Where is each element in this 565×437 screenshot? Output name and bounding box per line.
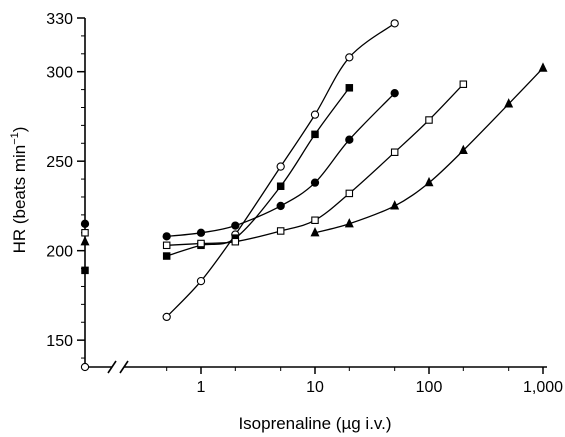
open-square-marker: [459, 80, 468, 88]
series-markers: [80, 19, 548, 372]
filled-square-marker: [311, 130, 319, 139]
filled-triangle-marker: [80, 235, 90, 246]
axis-break-mark: [119, 360, 129, 374]
open-circle-marker: [310, 110, 320, 119]
x-tick-label: 100: [416, 379, 443, 396]
series-curves: [166, 22, 544, 318]
filled-circle-marker: [80, 219, 90, 228]
filled-square-marker: [345, 84, 354, 92]
open-square-marker: [162, 241, 171, 250]
filled-triangle-curve: [314, 67, 544, 234]
open-circle-marker: [390, 19, 399, 28]
filled-square-marker: [162, 252, 171, 260]
filled-triangle-marker: [504, 98, 514, 108]
open-square-marker: [197, 239, 205, 248]
filled-triangle-marker: [538, 62, 548, 72]
y-axis-title-close: ): [10, 127, 29, 133]
y-tick-label: 250: [46, 154, 73, 171]
filled-triangle-marker: [424, 176, 434, 187]
open-square-marker: [345, 189, 354, 198]
open-square-marker: [231, 237, 240, 246]
open-square-marker: [425, 116, 433, 124]
x-axis-title: Isoprenaline (µg i.v.): [238, 414, 391, 433]
filled-triangle-marker: [310, 227, 320, 237]
filled-square-marker: [276, 182, 285, 190]
open-circle-marker: [276, 162, 285, 171]
open-circle-marker: [196, 276, 206, 286]
filled-circle-marker: [231, 221, 240, 230]
open-square-marker: [276, 227, 285, 235]
open-circle-marker: [162, 312, 171, 322]
y-axis-title-main: HR (beats min: [10, 145, 29, 254]
filled-circle-marker: [345, 135, 354, 144]
axes: 150 200 250 300 330 1 10 100 1,000: [46, 11, 563, 396]
y-tick-label: 150: [46, 333, 73, 350]
y-axis-title: HR (beats min−1): [9, 127, 29, 254]
filled-circle-marker: [390, 89, 399, 98]
filled-circle-marker: [196, 228, 206, 237]
x-tick-label: 10: [306, 379, 324, 396]
filled-circle-marker: [162, 232, 171, 241]
open-circle-marker: [80, 362, 90, 372]
open-square-marker: [81, 229, 89, 237]
filled-triangle-marker: [390, 200, 400, 210]
filled-circle-marker: [276, 201, 285, 211]
filled-circle-marker: [310, 178, 320, 187]
open-square-marker: [311, 216, 319, 224]
open-square-marker: [390, 148, 399, 156]
y-tick-label: 330: [46, 11, 73, 28]
x-tick-label: 1,000: [523, 379, 563, 396]
y-axis-title-superscript: −1: [9, 132, 21, 145]
y-tick-label: 200: [46, 244, 73, 261]
filled-triangle-marker: [344, 218, 354, 228]
filled-square-marker: [81, 266, 89, 275]
axis-break-mark: [107, 360, 117, 374]
open-circle-marker: [345, 53, 354, 62]
x-tick-label: 1: [197, 379, 206, 396]
y-tick-label: 300: [46, 65, 73, 82]
filled-triangle-marker: [458, 144, 468, 155]
